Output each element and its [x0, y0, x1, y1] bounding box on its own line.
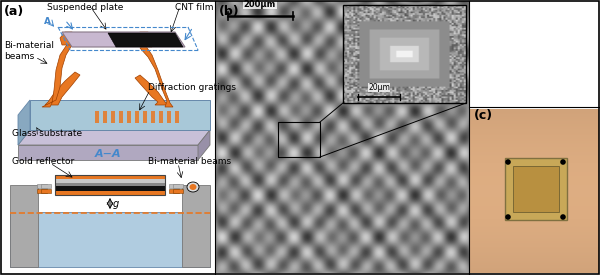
Bar	[119, 111, 123, 123]
Polygon shape	[45, 72, 80, 105]
Bar	[167, 111, 171, 123]
Bar	[55, 179, 165, 183]
Bar	[173, 189, 183, 193]
Bar	[135, 111, 139, 123]
Bar	[175, 111, 179, 123]
Bar	[10, 185, 38, 267]
Circle shape	[505, 214, 511, 220]
Polygon shape	[18, 145, 198, 160]
Polygon shape	[62, 32, 185, 47]
Ellipse shape	[190, 184, 197, 190]
Bar	[143, 111, 147, 123]
Text: A−A: A−A	[95, 149, 121, 159]
Text: Glass substrate: Glass substrate	[12, 128, 82, 138]
Bar	[55, 175, 165, 179]
Bar	[505, 158, 567, 220]
Text: A: A	[44, 18, 51, 26]
Polygon shape	[135, 75, 168, 105]
Bar	[169, 189, 179, 193]
Text: Gold reflector: Gold reflector	[12, 156, 74, 166]
Text: 20μm: 20μm	[368, 83, 390, 92]
Bar	[182, 185, 210, 267]
Bar	[55, 191, 165, 195]
Polygon shape	[30, 100, 210, 130]
Text: Bi-material beams: Bi-material beams	[148, 156, 231, 166]
Polygon shape	[18, 100, 30, 145]
Text: 200μm: 200μm	[244, 0, 276, 9]
Circle shape	[505, 159, 511, 165]
Polygon shape	[140, 45, 173, 107]
Bar	[37, 189, 47, 193]
Polygon shape	[108, 33, 183, 47]
Bar	[55, 175, 165, 195]
Bar	[127, 111, 131, 123]
Bar	[95, 111, 99, 123]
Circle shape	[560, 159, 566, 165]
Bar	[159, 111, 163, 123]
Bar	[41, 184, 51, 188]
Text: Suspended plate: Suspended plate	[47, 3, 123, 12]
Polygon shape	[18, 130, 210, 145]
Circle shape	[560, 214, 566, 220]
Text: Bi-material
beams: Bi-material beams	[4, 41, 54, 61]
Bar	[151, 111, 155, 123]
Bar	[55, 186, 165, 191]
Ellipse shape	[187, 182, 199, 192]
Bar	[173, 184, 183, 188]
Polygon shape	[198, 130, 210, 160]
Text: g: g	[113, 199, 119, 209]
Text: (a): (a)	[4, 5, 24, 18]
Polygon shape	[133, 32, 152, 47]
Bar	[169, 184, 179, 188]
Text: (b): (b)	[219, 5, 239, 18]
Text: (c): (c)	[474, 109, 493, 122]
Bar	[343, 5, 466, 103]
Text: Diffraction gratings: Diffraction gratings	[148, 82, 236, 92]
Bar	[513, 166, 559, 212]
Bar	[37, 184, 47, 188]
Polygon shape	[60, 32, 78, 45]
Polygon shape	[42, 43, 72, 107]
Bar	[10, 212, 210, 267]
Bar	[41, 189, 51, 193]
Bar	[278, 122, 320, 157]
Text: CNT film: CNT film	[175, 3, 214, 12]
Bar	[103, 111, 107, 123]
Bar	[111, 111, 115, 123]
Bar	[55, 183, 165, 186]
